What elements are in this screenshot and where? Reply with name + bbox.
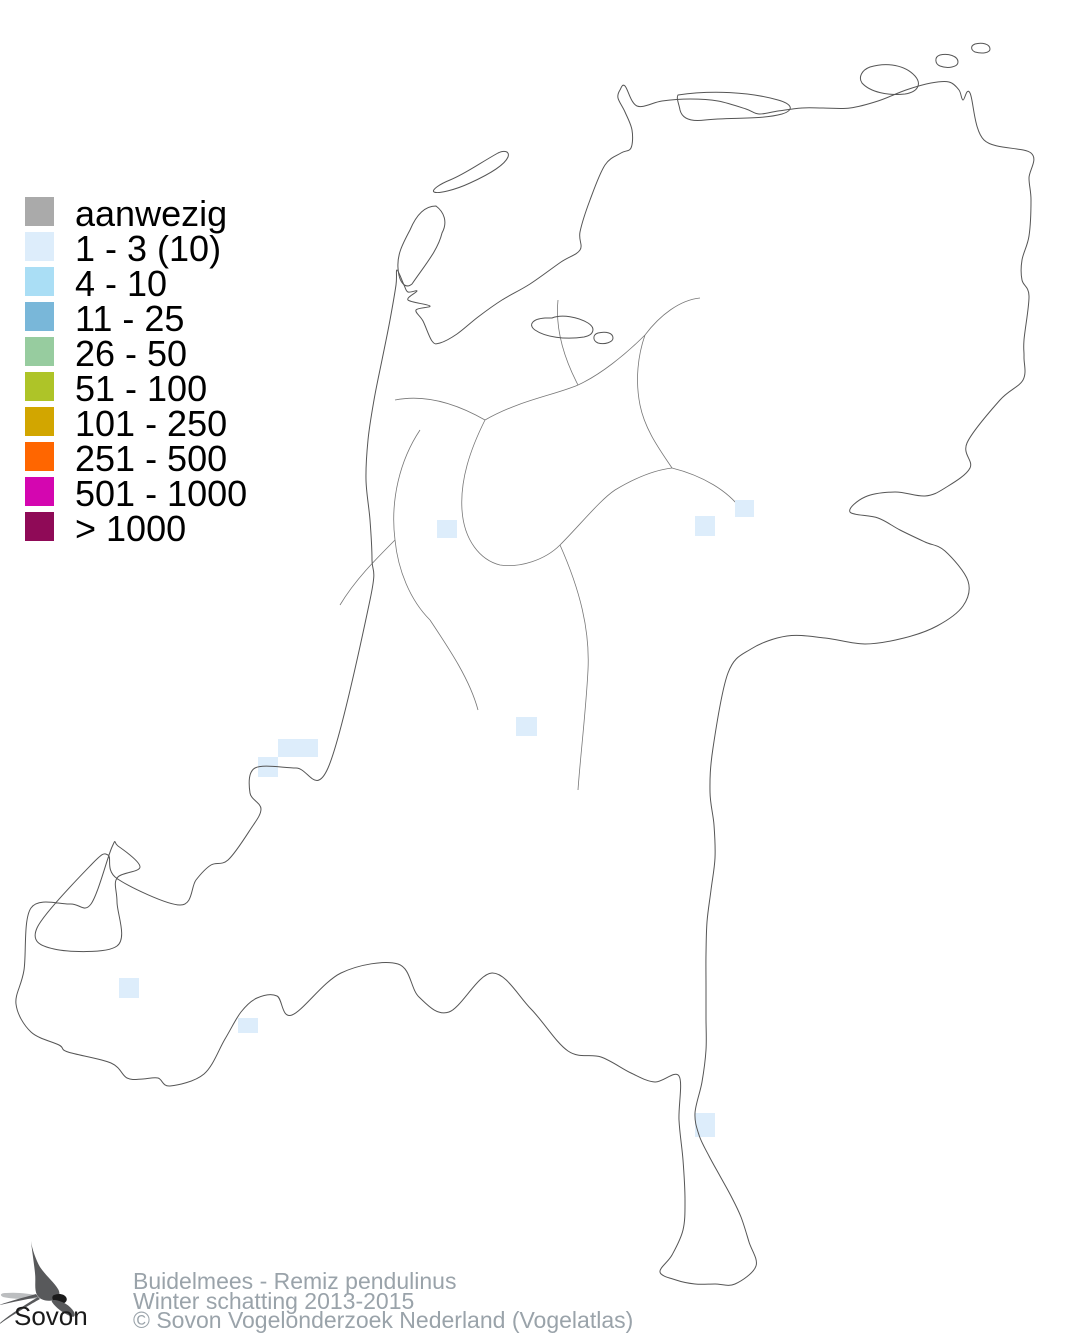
svg-text:Sovon: Sovon (14, 1301, 88, 1331)
